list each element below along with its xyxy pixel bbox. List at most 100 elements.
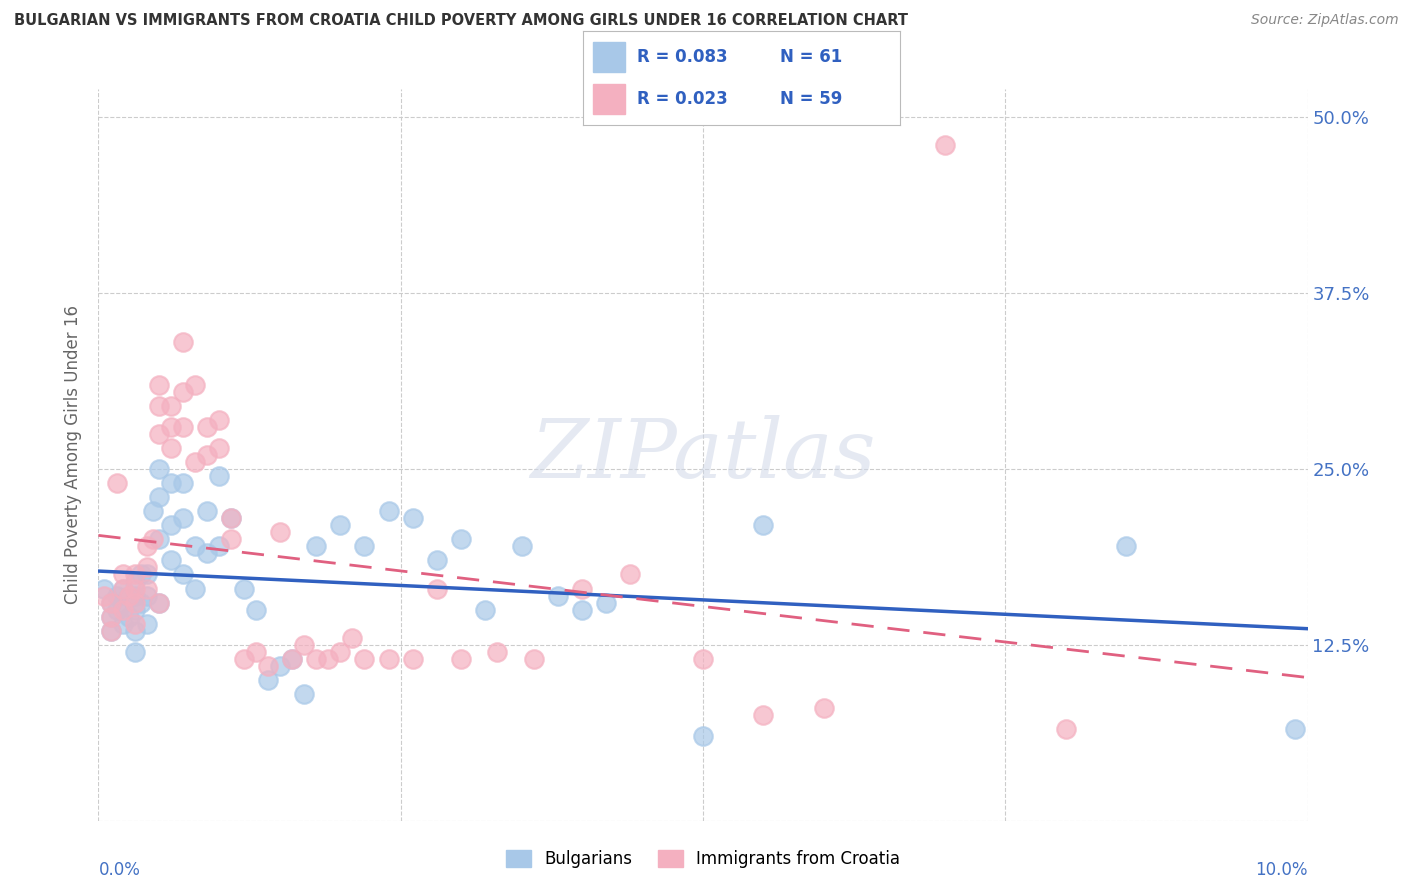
Point <box>292 638 315 652</box>
Point <box>450 652 472 666</box>
Point <box>813 701 835 715</box>
Point <box>124 574 146 589</box>
Point <box>135 589 157 603</box>
Point <box>256 659 278 673</box>
Point <box>118 589 141 603</box>
Point <box>111 616 134 631</box>
Point <box>111 567 134 582</box>
Point <box>135 616 157 631</box>
Point <box>142 504 165 518</box>
Point <box>1054 723 1077 737</box>
Point <box>124 624 146 638</box>
Point <box>292 687 315 701</box>
Point <box>305 539 328 553</box>
Point <box>160 518 183 533</box>
Point <box>269 659 291 673</box>
Point <box>486 645 509 659</box>
Point <box>111 582 134 596</box>
Point <box>148 596 170 610</box>
Point <box>208 469 231 483</box>
Point <box>474 602 496 616</box>
Point <box>160 553 183 567</box>
Text: R = 0.083: R = 0.083 <box>637 48 728 66</box>
Point <box>342 631 364 645</box>
Point <box>281 652 304 666</box>
Point <box>148 426 170 441</box>
Point <box>353 652 375 666</box>
Point <box>934 138 956 153</box>
Point <box>1115 539 1137 553</box>
Point <box>377 652 399 666</box>
Point <box>142 533 165 547</box>
Point <box>129 567 152 582</box>
Point <box>111 602 134 616</box>
Point <box>571 582 593 596</box>
Point <box>124 645 146 659</box>
Point <box>160 476 183 491</box>
Point <box>124 567 146 582</box>
Point <box>148 462 170 476</box>
Point <box>208 539 231 553</box>
Point <box>135 567 157 582</box>
Point <box>195 419 218 434</box>
Text: 0.0%: 0.0% <box>98 861 141 879</box>
Point <box>595 596 617 610</box>
Point <box>135 539 157 553</box>
Point <box>172 476 194 491</box>
Point <box>100 596 122 610</box>
Point <box>195 504 218 518</box>
Point <box>184 377 207 392</box>
Point <box>148 377 170 392</box>
Point <box>148 596 170 610</box>
Point <box>105 589 128 603</box>
Point <box>208 413 231 427</box>
Point <box>160 419 183 434</box>
Point <box>692 729 714 743</box>
Point <box>221 511 243 525</box>
Point <box>221 511 243 525</box>
Point <box>100 609 122 624</box>
Text: Source: ZipAtlas.com: Source: ZipAtlas.com <box>1251 13 1399 28</box>
Point <box>129 596 152 610</box>
Point <box>111 582 134 596</box>
Point <box>402 511 425 525</box>
Point <box>377 504 399 518</box>
Point <box>100 596 122 610</box>
Point <box>172 511 194 525</box>
Text: ZIPatlas: ZIPatlas <box>530 415 876 495</box>
Point <box>221 533 243 547</box>
Point <box>124 616 146 631</box>
Point <box>281 652 304 666</box>
Point <box>547 589 569 603</box>
Text: N = 61: N = 61 <box>779 48 842 66</box>
Point <box>316 652 339 666</box>
Point <box>93 582 115 596</box>
Point <box>523 652 546 666</box>
Text: BULGARIAN VS IMMIGRANTS FROM CROATIA CHILD POVERTY AMONG GIRLS UNDER 16 CORRELAT: BULGARIAN VS IMMIGRANTS FROM CROATIA CHI… <box>14 13 908 29</box>
Legend: Bulgarians, Immigrants from Croatia: Bulgarians, Immigrants from Croatia <box>499 843 907 874</box>
Point <box>105 602 128 616</box>
Point <box>160 441 183 455</box>
Point <box>208 441 231 455</box>
Point <box>184 539 207 553</box>
Point <box>100 609 122 624</box>
Point <box>148 533 170 547</box>
Text: R = 0.023: R = 0.023 <box>637 90 728 108</box>
Text: 10.0%: 10.0% <box>1256 861 1308 879</box>
Text: N = 59: N = 59 <box>779 90 842 108</box>
Point <box>184 455 207 469</box>
Point <box>184 582 207 596</box>
Point <box>105 476 128 491</box>
Point <box>118 589 141 603</box>
Point <box>426 582 449 596</box>
Point <box>100 624 122 638</box>
Point <box>426 553 449 567</box>
Point <box>752 518 775 533</box>
Point <box>172 567 194 582</box>
Point <box>172 419 194 434</box>
Point <box>135 560 157 574</box>
Point <box>232 582 254 596</box>
Point <box>124 582 146 596</box>
Point <box>232 652 254 666</box>
Point <box>172 335 194 350</box>
